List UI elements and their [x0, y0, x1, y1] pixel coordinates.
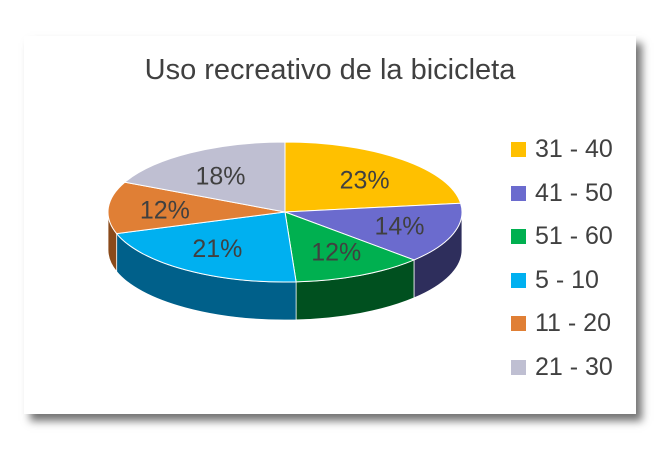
legend-label: 11 - 20	[535, 309, 611, 338]
legend-swatch	[511, 185, 526, 201]
legend-swatch	[511, 316, 526, 332]
legend-item: 41 - 50	[511, 172, 613, 216]
chart-legend: 31 - 40 41 - 50 51 - 60 5 - 10 11 - 20 2…	[511, 128, 613, 389]
slice-percent-label: 12%	[311, 238, 361, 266]
legend-item: 21 - 30	[511, 346, 613, 390]
legend-item: 51 - 60	[511, 215, 613, 259]
pie-chart: 23%14%12%21%12%18%	[107, 141, 463, 321]
slice-percent-label: 18%	[195, 162, 245, 190]
legend-label: 31 - 40	[535, 135, 613, 164]
pie-slice	[115, 211, 297, 283]
legend-swatch	[511, 229, 526, 245]
chart-title: Uso recreativo de la bicicleta	[144, 54, 516, 86]
pie-slice	[284, 202, 463, 261]
legend-label: 41 - 50	[535, 178, 613, 207]
legend-swatch	[511, 359, 526, 375]
pie-slice	[123, 141, 286, 213]
legend-label: 51 - 60	[535, 222, 613, 251]
legend-label: 5 - 10	[535, 265, 599, 294]
pie-slice	[107, 181, 286, 235]
slice-percent-label: 21%	[192, 235, 242, 263]
legend-item: 11 - 20	[511, 302, 613, 346]
legend-item: 5 - 10	[511, 259, 613, 303]
slice-percent-label: 23%	[340, 166, 390, 194]
legend-swatch	[511, 272, 526, 288]
chart-area: Uso recreativo de la bicicleta 23% 14% 12%…	[24, 36, 636, 414]
legend-swatch	[511, 142, 526, 158]
pie-slice	[284, 211, 416, 283]
legend-item: 31 - 40	[511, 128, 613, 172]
pie-slice	[284, 141, 462, 213]
slice-percent-label: 14%	[374, 212, 424, 240]
slice-percent-label: 12%	[140, 196, 190, 224]
legend-label: 21 - 30	[535, 352, 613, 381]
